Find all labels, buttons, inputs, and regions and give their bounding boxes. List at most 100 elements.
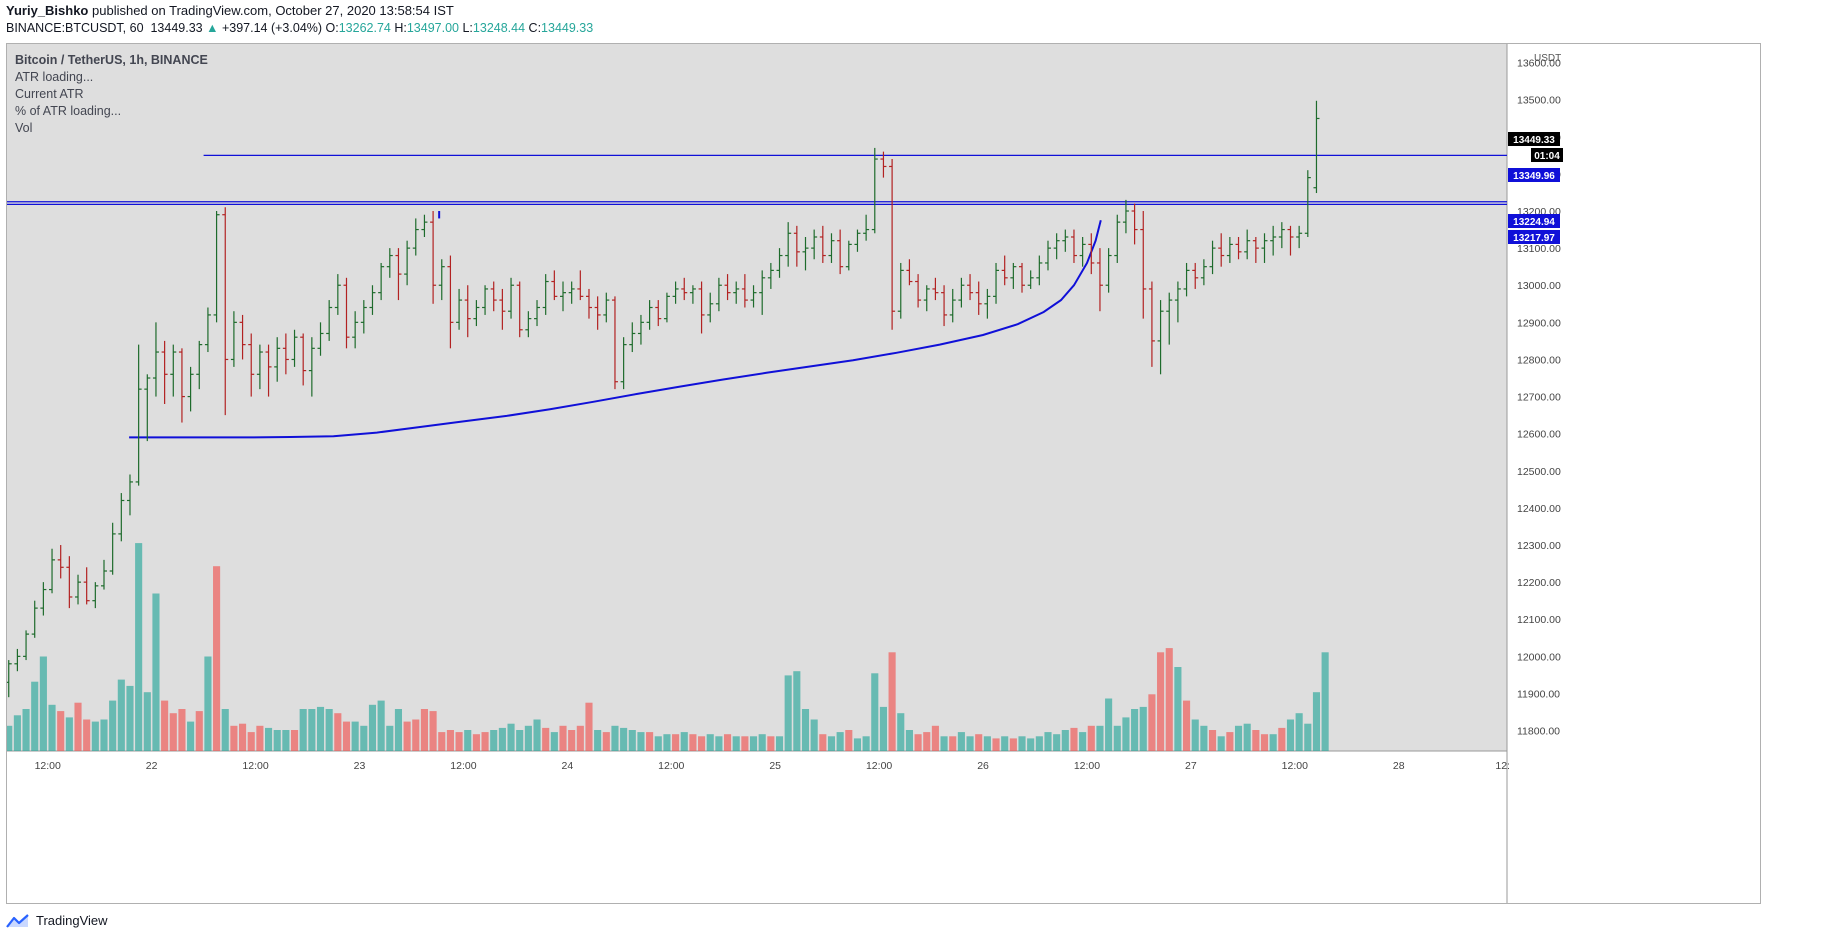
volume-bar [706,734,714,751]
volume-bar [256,725,264,751]
published-text: published on TradingView.com, October 27… [92,3,454,18]
volume-bar [247,732,255,751]
volume-bar [135,543,143,751]
volume-bar [602,732,610,751]
y-tick-label: 13500.00 [1517,95,1561,107]
volume-bar [109,700,117,751]
volume-bar [1226,732,1234,751]
price-chart[interactable]: USDT 11800.00 11900.00 12000.00 12100.00 1220… [7,44,1760,903]
volume-bar [758,734,766,751]
volume-bar [74,702,82,751]
legend-title[interactable]: Bitcoin / TetherUS, 1h, BINANCE [15,53,208,67]
volume-bar [117,679,125,751]
volume-bar [611,725,619,751]
volume-bar [1053,734,1061,751]
volume-bar [654,736,662,751]
volume-bar [221,709,229,751]
volume-bar [1200,725,1208,751]
volume-bar [368,704,377,751]
volume-bar [975,734,983,751]
y-tick-label: 12800.00 [1517,354,1561,366]
price-tag [1508,132,1560,146]
volume-bar [48,704,56,751]
volume-bar [1113,725,1121,751]
volume-bar [1208,730,1217,751]
volume-bar [1165,648,1173,751]
volume-bar [923,732,931,751]
volume-bar [888,652,896,751]
footer-brand[interactable]: TradingView [6,913,108,928]
volume-bar [161,700,169,751]
y-tick-label: 13100.00 [1517,243,1561,255]
legend-vol[interactable]: Vol [15,121,33,135]
volume-bar [983,736,991,751]
volume-bar [31,681,39,751]
x-tick-label: 12:00 [35,760,61,772]
y-tick-label: 12000.00 [1517,651,1561,663]
volume-bar [334,713,342,751]
volume-bar [273,730,281,751]
volume-bar [403,721,411,751]
symbol-label: BINANCE:BTCUSDT, 60 [6,21,144,35]
volume-bar [429,711,437,751]
h-value: 13497.00 [406,21,459,35]
volume-bar [819,734,827,751]
y-tick-label: 13000.00 [1517,280,1561,292]
volume-bar [672,734,680,751]
x-tick-label: 22 [146,760,158,772]
volume-bar [836,732,844,751]
x-tick-label: 12:00 [1074,760,1100,772]
volume-bar [628,730,636,751]
footer-brand-label: TradingView [36,913,108,928]
volume-bar [264,727,273,751]
legend-pct-atr[interactable]: % of ATR loading... [15,104,122,118]
volume-bar [524,725,532,751]
x-tick-label: 12:00 [242,760,268,772]
volume-bar [100,719,108,751]
legend-current-atr[interactable]: Current ATR [15,87,84,101]
volume-bar [550,732,558,751]
x-tick-label: 12:00 [450,760,476,772]
volume-bar [1035,736,1043,751]
x-tick-label: 25 [769,760,781,772]
price-tag-label: 13449.33 [1513,135,1555,146]
volume-bar [940,736,948,751]
volume-bar [1260,734,1269,751]
volume-bar [542,727,550,751]
volume-bar [957,732,965,751]
volume-bar [801,709,810,751]
ohlc-header: BINANCE:BTCUSDT, 60 13449.33 ▲ +397.14 (… [6,21,593,35]
volume-bar [1061,730,1069,751]
author-name[interactable]: Yuriy_Bishko [6,3,89,18]
price-tag [1508,230,1560,244]
x-tick-label: 27 [1185,760,1197,772]
volume-bar [472,734,480,751]
y-tick-label: 12500.00 [1517,466,1561,478]
volume-bar [992,738,1000,751]
volume-bar [1001,736,1009,751]
y-tick-label: 12600.00 [1517,429,1561,441]
volume-bar [1234,725,1243,751]
volume-bar [516,730,524,751]
volume-bar [230,725,238,751]
volume-bar [420,709,428,751]
volume-bar [793,671,801,751]
volume-bar [377,700,385,751]
chart-frame[interactable]: USDT 11800.00 11900.00 12000.00 12100.00 1220… [6,43,1761,904]
volume-bar [143,692,151,751]
volume-bar [689,734,697,751]
volume-bar [65,717,73,751]
volume-bar [438,732,446,751]
volume-bar [299,709,307,751]
y-tick-label: 12400.00 [1517,503,1561,515]
volume-bar [1087,725,1095,751]
h-label: H: [394,21,407,35]
volume-bar [810,719,818,751]
volume-bar [1131,709,1139,751]
legend-atr[interactable]: ATR loading... [15,70,94,84]
volume-bar [914,734,922,751]
volume-bar [741,736,749,751]
volume-bar [1148,694,1156,751]
volume-bar [724,734,732,751]
y-tick-label: 13600.00 [1517,58,1561,70]
